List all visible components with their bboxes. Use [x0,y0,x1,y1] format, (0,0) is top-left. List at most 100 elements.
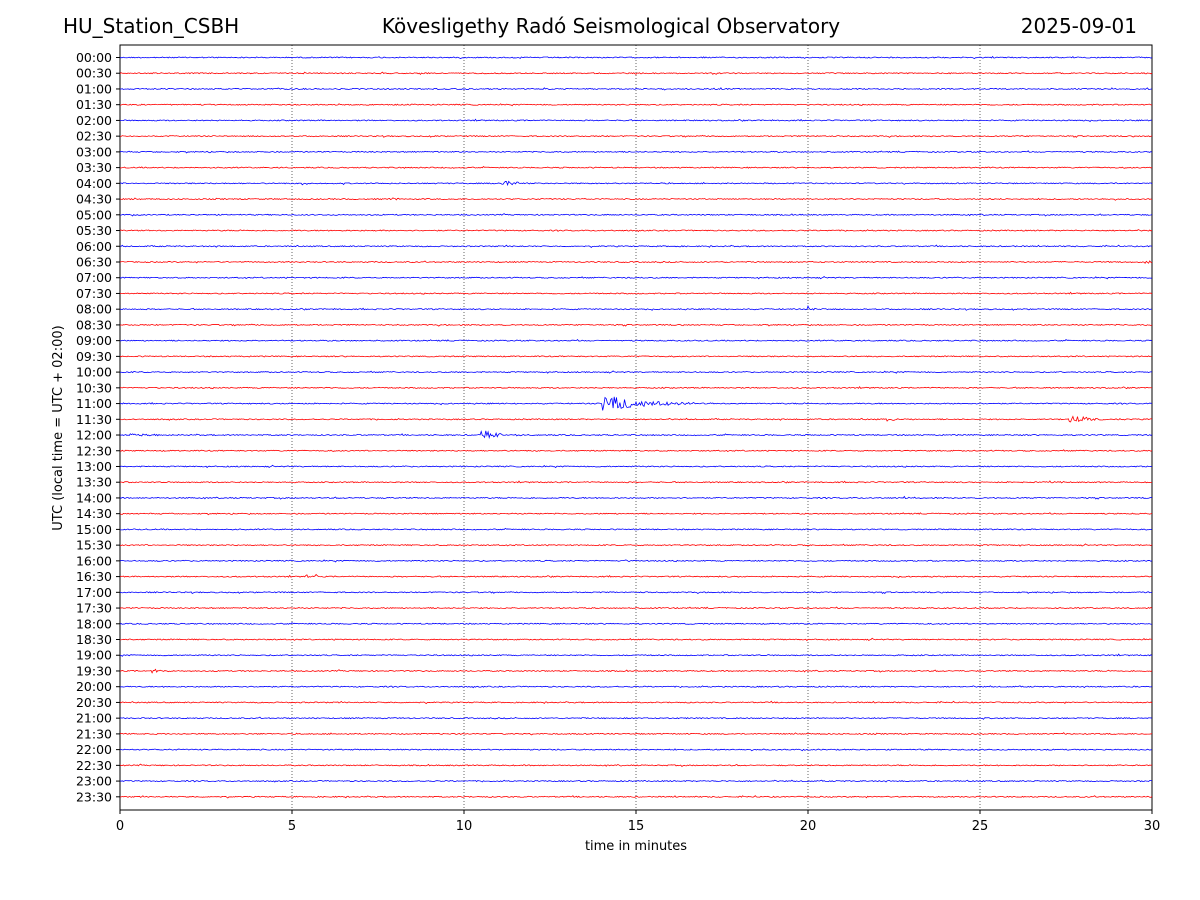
y-tick-label: 05:30 [76,223,112,238]
trace-0400 [119,180,1153,187]
grid-lines [291,45,981,810]
y-tick-label: 16:00 [76,553,112,568]
trace-0530 [119,229,1153,233]
y-tick-label: 22:00 [76,742,112,757]
x-tick-label: 5 [288,819,296,834]
trace-2100 [119,716,1153,720]
trace-1900 [119,653,1153,657]
y-tick-label: 05:00 [76,207,112,222]
x-tick-label: 20 [800,819,817,834]
trace-1100 [119,396,1153,411]
y-tick-label: 21:30 [76,726,112,741]
y-tick-label: 13:30 [76,475,112,490]
trace-2030 [119,700,1153,705]
trace-0830 [119,323,1153,327]
y-tick-label: 00:30 [76,66,112,81]
trace-0300 [120,150,1153,154]
y-tick-label: 23:30 [76,789,112,804]
y-tick-label: 07:30 [76,286,112,301]
trace-1230 [119,449,1153,453]
trace-0500 [119,213,1153,217]
trace-2300 [119,779,1153,783]
trace-1330 [119,480,1153,484]
y-tick-label: 03:00 [76,144,112,159]
trace-0730 [119,291,1153,295]
trace-0100 [119,87,1153,91]
trace-0630 [119,260,1153,264]
trace-1730 [119,606,1153,610]
y-tick-label: 18:30 [76,632,112,647]
x-tick-labels: 0 5 10 15 20 25 30 [116,810,1160,834]
y-tick-label: 08:30 [76,317,112,332]
trace-1600 [119,559,1153,563]
trace-0030 [119,71,1153,76]
y-axis-label: UTC (local time = UTC + 02:00) [51,325,66,530]
trace-0700 [119,276,1153,280]
trace-0800 [119,304,1152,311]
x-axis-label: time in minutes [585,839,687,854]
trace-1930 [119,668,1153,674]
station-name: HU_Station_CSBH [63,14,240,38]
y-tick-labels: 00:0000:3001:0001:3002:0002:3003:0003:30… [76,50,120,804]
trace-lines [119,55,1153,799]
y-tick-label: 04:00 [76,176,112,191]
y-tick-label: 02:00 [76,113,112,128]
x-tick-label: 15 [628,819,645,834]
y-tick-label: 01:00 [76,81,112,96]
y-tick-label: 20:30 [76,695,112,710]
y-tick-label: 10:00 [76,365,112,380]
y-tick-label: 14:00 [76,490,112,505]
y-tick-label: 11:00 [76,396,112,411]
trace-2200 [119,748,1153,752]
y-tick-label: 01:30 [76,97,112,112]
y-tick-label: 15:00 [76,522,112,537]
y-tick-label: 17:30 [76,601,112,616]
trace-0000 [119,55,1153,60]
y-tick-label: 15:30 [76,538,112,553]
y-tick-label: 06:00 [76,239,112,254]
chart-title: Kövesligethy Radó Seismological Observat… [381,14,841,38]
trace-0130 [119,103,1153,107]
trace-2230 [119,763,1153,768]
y-tick-label: 07:00 [76,270,112,285]
trace-1830 [119,637,1153,642]
trace-1430 [119,512,1153,516]
y-tick-label: 03:30 [76,160,112,175]
trace-1630 [119,573,1153,579]
y-tick-label: 20:00 [76,679,112,694]
y-tick-label: 06:30 [76,254,112,269]
trace-0200 [119,118,1153,123]
trace-0230 [119,134,1153,138]
trace-1700 [119,591,1153,595]
y-tick-label: 18:00 [76,616,112,631]
trace-1400 [119,495,1153,500]
y-tick-label: 16:30 [76,569,112,584]
trace-1500 [119,527,1153,531]
y-tick-label: 08:00 [76,302,112,317]
y-tick-label: 21:00 [76,711,112,726]
y-tick-label: 00:00 [76,50,112,65]
x-tick-label: 30 [1144,819,1161,834]
trace-0600 [119,244,1153,248]
trace-1000 [119,370,1153,374]
trace-1530 [119,543,1153,547]
trace-1200 [119,430,1153,440]
x-tick-label: 25 [972,819,989,834]
trace-1030 [119,385,1153,390]
y-tick-label: 02:30 [76,129,112,144]
trace-1300 [119,464,1153,469]
y-tick-label: 19:30 [76,663,112,678]
trace-2330 [119,795,1153,799]
x-tick-label: 10 [456,819,473,834]
trace-2130 [119,732,1153,736]
y-tick-label: 17:00 [76,585,112,600]
y-tick-label: 11:30 [76,412,112,427]
trace-0900 [119,339,1153,342]
trace-0930 [119,355,1153,358]
y-tick-label: 04:30 [76,192,112,207]
y-tick-label: 14:30 [76,506,112,521]
y-tick-label: 12:00 [76,428,112,443]
y-tick-label: 12:30 [76,443,112,458]
trace-0430 [119,197,1153,201]
